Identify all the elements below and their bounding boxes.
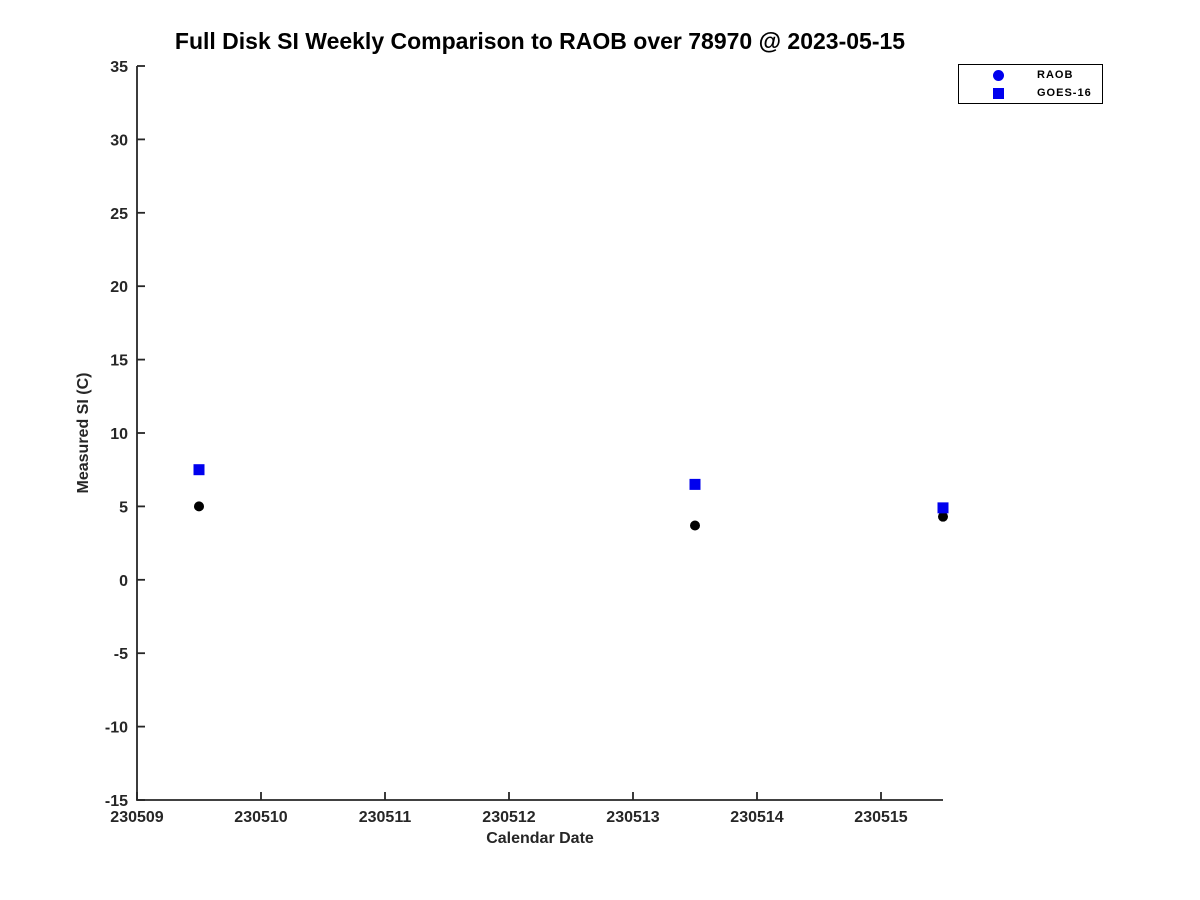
goes-16-data-point: [689, 478, 701, 490]
goes-16-data-point: [937, 502, 949, 514]
x-tick-label: 230509: [110, 809, 163, 826]
y-tick-label: 20: [110, 279, 128, 296]
x-axis-label: Calendar Date: [486, 830, 594, 847]
raob-data-point: [938, 511, 948, 522]
legend-item-goes16: GOES-16: [959, 85, 1102, 101]
y-tick-label: -5: [114, 646, 128, 663]
legend-label-goes16: GOES-16: [1037, 87, 1092, 99]
x-tick-label: 230514: [730, 809, 783, 826]
raob-data-point: [690, 520, 700, 531]
x-tick-label: 230511: [359, 809, 412, 826]
legend: RAOB GOES-16: [958, 64, 1103, 104]
raob-data-point: [194, 501, 204, 512]
chart-title: Full Disk SI Weekly Comparison to RAOB o…: [174, 28, 906, 54]
legend-marker-cell: [959, 87, 1037, 99]
y-tick-label: 30: [110, 132, 128, 149]
x-tick-label: 230510: [234, 809, 287, 826]
x-tick-label: 230513: [606, 809, 659, 826]
y-tick-label: 10: [110, 426, 128, 443]
y-tick-label: -10: [105, 720, 128, 737]
y-tick-label: 35: [110, 59, 128, 76]
x-tick-label: 230515: [854, 809, 907, 826]
legend-marker-cell: [959, 69, 1037, 81]
y-tick-label: 25: [110, 206, 128, 223]
y-tick-label: 5: [119, 499, 128, 516]
raob-circle-marker-icon: [992, 69, 1004, 81]
y-tick-label: -15: [105, 793, 128, 810]
x-tick-label: 230512: [482, 809, 535, 826]
goes-16-data-point: [193, 464, 205, 476]
goes16-square-marker-icon: [992, 87, 1004, 99]
legend-label-raob: RAOB: [1037, 69, 1074, 81]
y-tick-label: 15: [110, 353, 128, 370]
y-axis-label: Measured SI (C): [75, 372, 92, 494]
legend-item-raob: RAOB: [959, 67, 1102, 83]
y-tick-label: 0: [119, 573, 128, 590]
